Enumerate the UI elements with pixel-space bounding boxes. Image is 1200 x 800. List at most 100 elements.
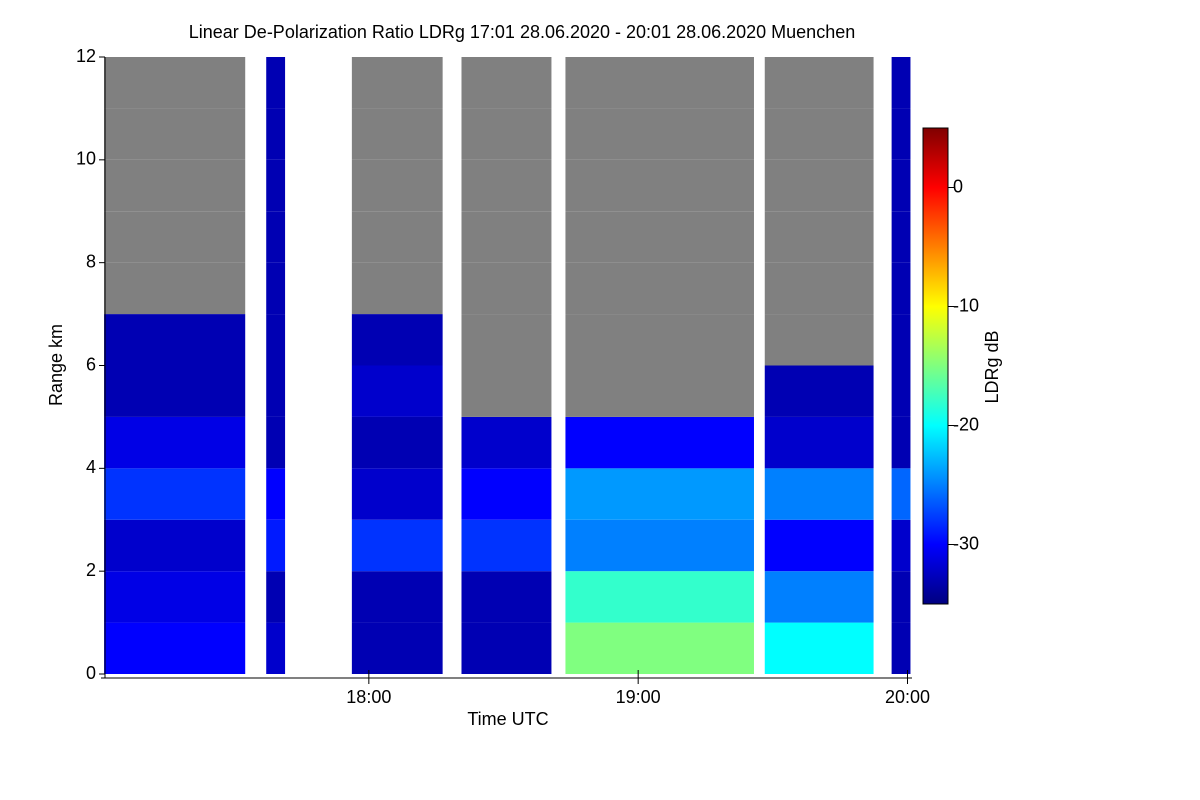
- y-tick-label: 6: [86, 354, 96, 374]
- heatmap-cell: [891, 262, 911, 315]
- heatmap-cell: [351, 211, 443, 263]
- colorbar-label: LDRg dB: [982, 330, 1002, 403]
- heatmap-cell: [266, 519, 286, 572]
- heatmap-cell: [266, 108, 286, 160]
- heatmap-cell: [461, 468, 552, 520]
- heatmap-cell: [266, 314, 286, 366]
- y-tick-label: 0: [86, 663, 96, 683]
- heatmap-cell: [266, 211, 286, 263]
- heatmap-cell: [764, 622, 874, 674]
- heatmap-cell: [461, 519, 552, 572]
- y-tick-label: 4: [86, 457, 96, 477]
- colorbar-tick-label: 0: [953, 176, 963, 196]
- heatmap-cell: [565, 571, 754, 623]
- heatmap-cell: [565, 108, 754, 160]
- x-axis-label: Time UTC: [467, 709, 548, 729]
- heatmap-cell: [461, 159, 552, 212]
- heatmap-cell: [461, 108, 552, 160]
- heatmap-cell: [266, 468, 286, 520]
- heatmap-cell: [565, 57, 754, 109]
- heatmap-cell: [891, 468, 911, 520]
- heatmap-cell: [891, 108, 911, 160]
- heatmap-cell: [461, 622, 552, 674]
- x-tick-label: 19:00: [616, 687, 661, 707]
- heatmap-cell: [266, 57, 286, 109]
- heatmap-cell: [266, 365, 286, 417]
- y-tick-label: 8: [86, 251, 96, 271]
- heatmap-cell: [461, 262, 552, 315]
- heatmap-cell: [764, 211, 874, 263]
- x-tick-label: 18:00: [346, 687, 391, 707]
- heatmap-cell: [764, 365, 874, 417]
- heatmap-cell: [104, 571, 246, 623]
- heatmap-cell: [351, 108, 443, 160]
- heatmap-cell: [351, 416, 443, 469]
- colorbar-tick-label: -20: [953, 414, 979, 434]
- heatmap-cell: [764, 519, 874, 572]
- heatmap-cell: [565, 262, 754, 315]
- heatmap-cell: [764, 108, 874, 160]
- heatmap-cell: [565, 365, 754, 417]
- heatmap-cell: [764, 571, 874, 623]
- heatmap-cell: [891, 519, 911, 572]
- heatmap-cell: [565, 159, 754, 212]
- y-tick-label: 10: [76, 149, 96, 169]
- heatmap-cell: [461, 416, 552, 469]
- heatmap-cell: [351, 571, 443, 623]
- y-tick-label: 2: [86, 560, 96, 580]
- heatmap-cell: [104, 468, 246, 520]
- heatmap-cell: [764, 468, 874, 520]
- heatmap-cell: [891, 622, 911, 674]
- heatmap-cell: [461, 365, 552, 417]
- heatmap-cell: [351, 622, 443, 674]
- heatmap-cell: [764, 416, 874, 469]
- heatmap-cell: [565, 314, 754, 366]
- heatmap-cell: [565, 519, 754, 572]
- heatmap-cell: [891, 211, 911, 263]
- heatmap-cell: [565, 416, 754, 469]
- heatmap-cell: [104, 108, 246, 160]
- heatmap-cell: [104, 314, 246, 366]
- heatmap-cell: [104, 211, 246, 263]
- heatmap-cell: [266, 622, 286, 674]
- heatmap-cell: [891, 159, 911, 212]
- heatmap-cell: [351, 57, 443, 109]
- heatmap-cell: [351, 468, 443, 520]
- heatmap-cell: [891, 57, 911, 109]
- heatmap-cell: [266, 159, 286, 212]
- heatmap-cell: [461, 571, 552, 623]
- heatmap-cell: [461, 211, 552, 263]
- heatmap-cell: [266, 262, 286, 315]
- chart-title: Linear De-Polarization Ratio LDRg 17:01 …: [189, 22, 855, 42]
- heatmap-cell: [104, 159, 246, 212]
- heatmap-cell: [351, 314, 443, 366]
- heatmap-cell: [891, 314, 911, 366]
- heatmap-cell: [104, 416, 246, 469]
- heatmap-cell: [764, 57, 874, 109]
- heatmap-cell: [266, 416, 286, 469]
- heatmap-cell: [764, 159, 874, 212]
- heatmap-cell: [351, 519, 443, 572]
- heatmap-cells: [104, 57, 911, 674]
- heatmap-cell: [104, 519, 246, 572]
- heatmap-cell: [104, 622, 246, 674]
- colorbar-tick-label: -30: [953, 533, 979, 553]
- heatmap-cell: [461, 314, 552, 366]
- heatmap-cell: [351, 365, 443, 417]
- y-axis-label: Range km: [46, 324, 66, 406]
- heatmap-cell: [565, 211, 754, 263]
- y-tick-label: 12: [76, 46, 96, 66]
- heatmap-cell: [565, 468, 754, 520]
- heatmap-cell: [891, 571, 911, 623]
- heatmap-cell: [104, 57, 246, 109]
- heatmap-cell: [351, 159, 443, 212]
- heatmap-cell: [565, 622, 754, 674]
- colorbar-tick-label: -10: [953, 295, 979, 315]
- heatmap-cell: [764, 262, 874, 315]
- colorbar: [922, 127, 949, 605]
- heatmap-cell: [891, 365, 911, 417]
- heatmap-cell: [764, 314, 874, 366]
- heatmap-cell: [891, 416, 911, 469]
- heatmap-cell: [266, 571, 286, 623]
